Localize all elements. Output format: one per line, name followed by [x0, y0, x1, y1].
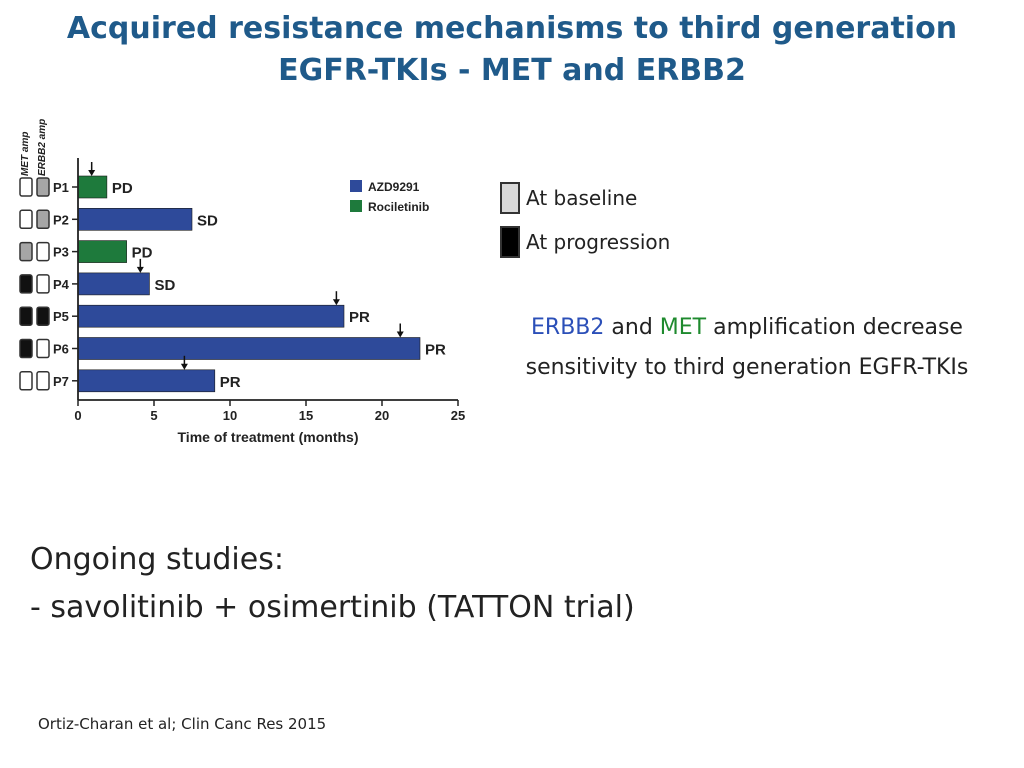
- arrow-head: [396, 331, 404, 338]
- baseline-label: At baseline: [526, 186, 638, 210]
- response-label: SD: [197, 212, 218, 229]
- status-box: [19, 177, 33, 197]
- conclusion-line-1-rest: amplification decrease: [706, 315, 963, 340]
- bar: [77, 272, 150, 296]
- ongoing-studies: Ongoing studies: - savolitinib + osimert…: [30, 536, 635, 632]
- column-header: MET amp: [20, 132, 31, 176]
- status-box: [19, 338, 33, 359]
- arrow-head: [136, 266, 144, 273]
- slide-title: Acquired resistance mechanisms to third …: [66, 11, 958, 88]
- conclusion-and: and: [604, 315, 660, 340]
- legend-label: AZD9291: [368, 180, 420, 194]
- status-box: [36, 274, 50, 294]
- status-box: [19, 241, 33, 262]
- conclusion-text: ERBB2 and MET amplification decrease sen…: [470, 308, 1024, 388]
- legend-swatch: [350, 180, 362, 192]
- x-axis-label: Time of treatment (months): [178, 429, 359, 445]
- studies-item: - savolitinib + osimertinib (TATTON tria…: [30, 590, 635, 625]
- status-box: [36, 371, 50, 391]
- baseline-swatch: [500, 182, 520, 214]
- arrow-head: [332, 299, 340, 306]
- column-header: ERBB2 amp: [37, 119, 48, 176]
- legend-label: Rociletinib: [368, 200, 429, 214]
- progression-swatch: [500, 226, 520, 258]
- arrow-head: [180, 363, 188, 370]
- arrow-head: [88, 170, 96, 176]
- patient-label: P4: [53, 277, 70, 292]
- x-tick-label: 5: [150, 408, 157, 423]
- patient-label: P5: [53, 309, 69, 324]
- patient-label: P3: [53, 245, 69, 260]
- response-label: PD: [112, 180, 133, 197]
- studies-heading: Ongoing studies:: [30, 542, 284, 577]
- progression-key: At progression: [500, 226, 670, 258]
- citation: Ortiz-Charan et al; Clin Canc Res 2015: [38, 715, 327, 733]
- met-word: MET: [659, 315, 707, 340]
- patient-label: P6: [53, 342, 69, 357]
- status-box: [19, 274, 33, 294]
- status-box: [36, 241, 50, 262]
- baseline-key: At baseline: [500, 182, 637, 214]
- conclusion-line-1: ERBB2 and MET amplification decrease: [470, 308, 1024, 348]
- status-box: [36, 338, 50, 359]
- response-label: SD: [154, 277, 175, 294]
- x-tick-label: 10: [223, 408, 237, 423]
- patient-label: P1: [53, 180, 69, 195]
- conclusion-line-2: sensitivity to third generation EGFR-TKI…: [525, 355, 969, 380]
- legend-swatch: [350, 200, 362, 212]
- x-tick-label: 0: [74, 408, 81, 423]
- response-label: PR: [220, 374, 241, 391]
- erbb2-word: ERBB2: [531, 315, 605, 340]
- response-label: PR: [349, 309, 370, 326]
- bar: [77, 337, 421, 360]
- bar: [77, 175, 108, 199]
- bar: [77, 369, 216, 393]
- response-label: PD: [132, 245, 153, 262]
- x-tick-label: 25: [451, 408, 465, 423]
- response-label: PR: [425, 342, 446, 359]
- patient-label: P2: [53, 212, 69, 227]
- status-box: [36, 209, 50, 230]
- treatment-duration-chart: MET amp ERBB2 amp P1 PD P2 SD P3 PD P4 SD P5 PR P6 PR…: [19, 119, 465, 445]
- bar: [77, 304, 345, 328]
- status-box: [19, 306, 33, 326]
- patient-label: P7: [53, 374, 69, 389]
- bar: [77, 208, 193, 231]
- status-box: [19, 209, 33, 230]
- status-box: [36, 306, 50, 326]
- x-tick-label: 15: [299, 408, 313, 423]
- x-tick-label: 20: [375, 408, 389, 423]
- status-box: [36, 177, 50, 197]
- bar: [77, 240, 127, 263]
- progression-label: At progression: [526, 230, 671, 254]
- status-box: [19, 371, 33, 391]
